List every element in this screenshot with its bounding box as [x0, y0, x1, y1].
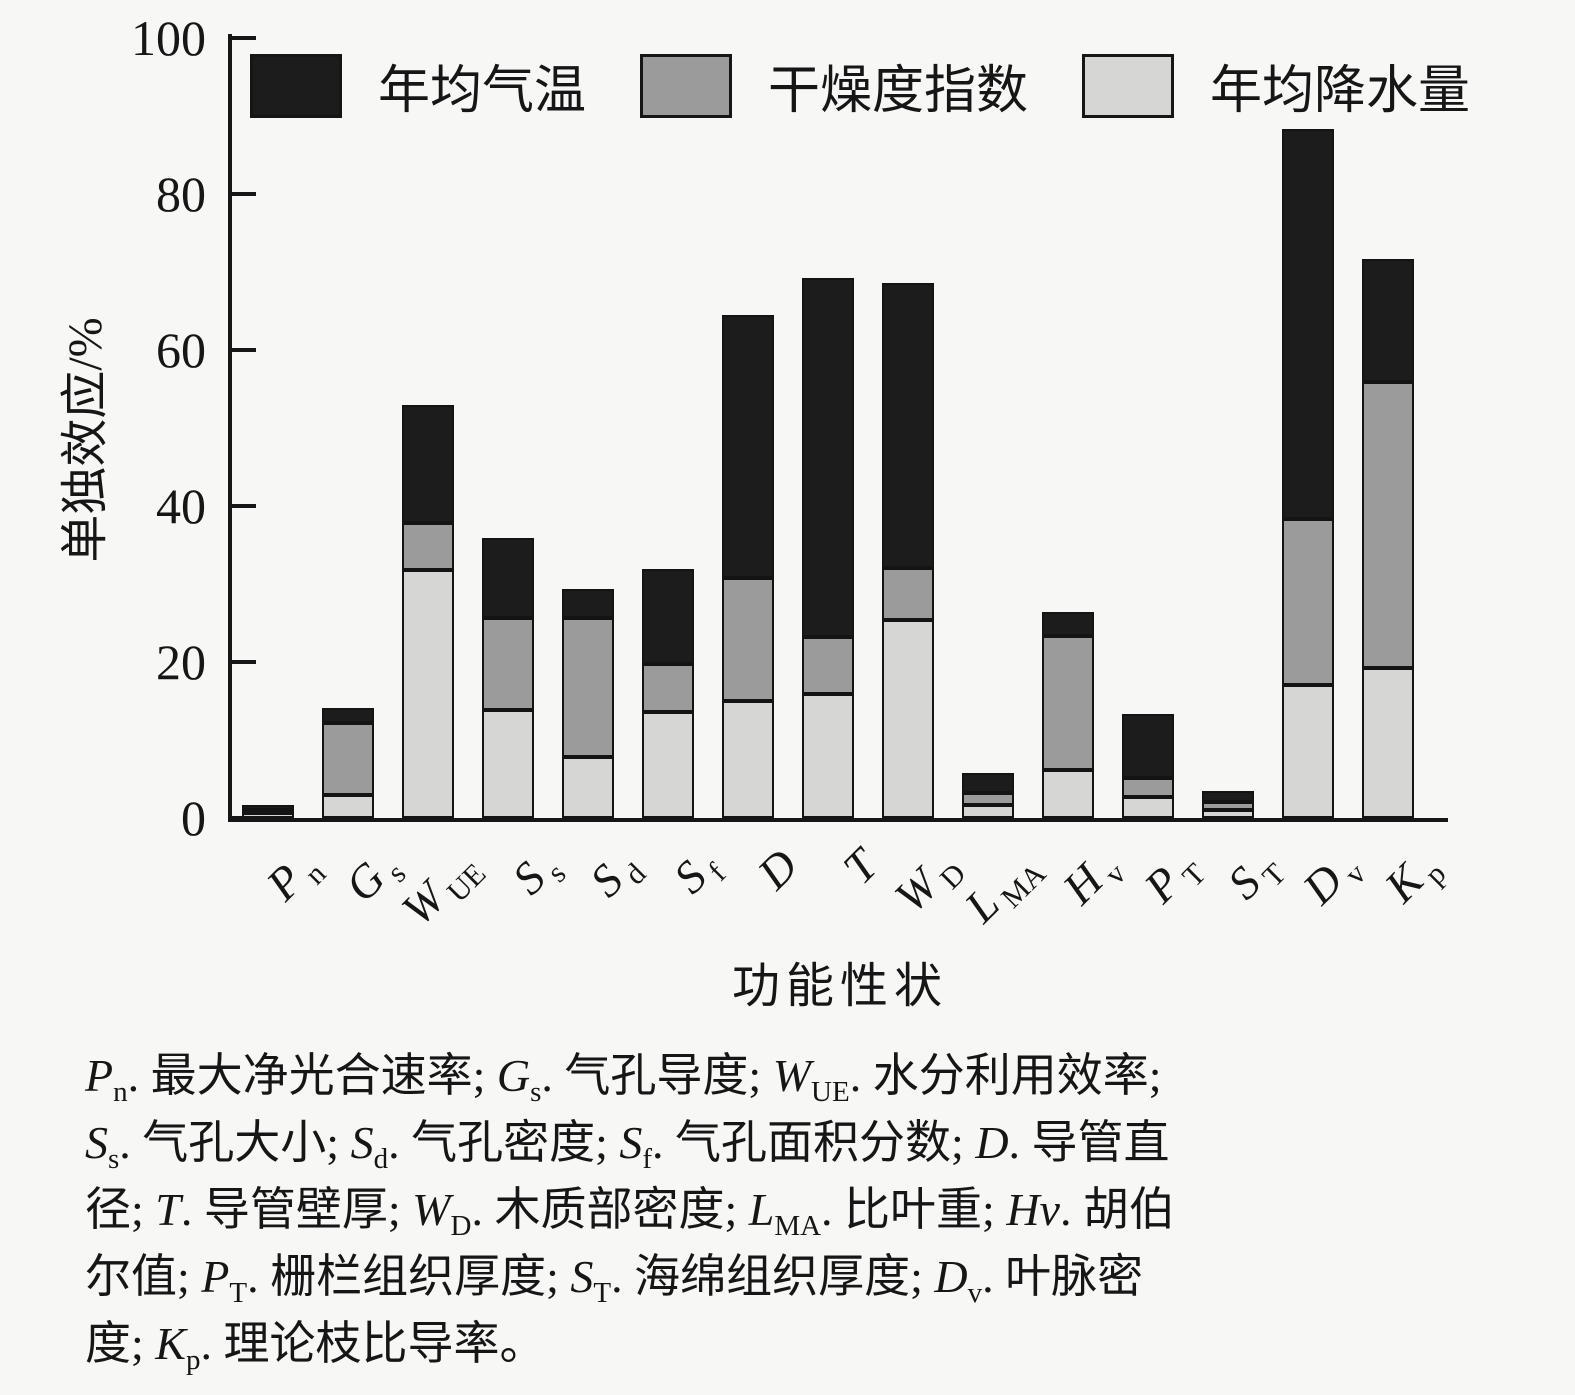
y-tick-label-100: 100	[131, 10, 206, 66]
bar-T-年均气温	[802, 278, 854, 637]
bar-Gs-干燥度指数	[322, 722, 374, 796]
bar-Dv-干燥度指数	[1282, 519, 1334, 685]
bar-LMA-年均气温	[962, 772, 1014, 794]
y-tick-40	[232, 504, 256, 508]
caption-line-1: Pn. 最大净光合速率; Gs. 气孔导度; WUE. 水分利用效率;	[85, 1050, 1162, 1109]
y-tick-100	[232, 36, 256, 40]
y-tick-20	[232, 660, 256, 664]
legend-item-temperature: 年均气温	[250, 48, 586, 123]
bar-Ss-年均气温	[482, 538, 534, 619]
legend-swatch-precipitation	[1082, 53, 1175, 118]
bar-WUE-年均气温	[402, 404, 454, 524]
bar-PT-年均降水量	[1122, 796, 1174, 818]
bar-Sd-年均降水量	[562, 757, 614, 818]
bar-T-年均降水量	[802, 694, 854, 818]
legend-label-aridity: 干燥度指数	[768, 63, 1029, 120]
y-tick-80	[232, 192, 256, 196]
bar-Gs-年均气温	[322, 708, 374, 723]
caption-line-3: 径; T. 导管壁厚; WD. 木质部密度; LMA. 比叶重; Hv. 胡伯	[85, 1184, 1175, 1243]
legend-item-precipitation: 年均降水量	[1082, 48, 1470, 123]
bar-Hv-年均降水量	[1042, 769, 1094, 818]
y-axis-spine	[228, 34, 232, 822]
x-axis-spine	[228, 818, 1448, 822]
bar-Ss-年均降水量	[482, 710, 534, 818]
bar-Hv-年均气温	[1042, 612, 1094, 637]
y-tick-0	[232, 816, 256, 820]
caption-line-4: 尔值; PT. 栅栏组织厚度; ST. 海绵组织厚度; Dv. 叶脉密	[85, 1251, 1144, 1310]
y-axis-title: 单独效应/%	[59, 317, 112, 563]
bar-D-年均降水量	[722, 701, 774, 818]
bar-ST-干燥度指数	[1202, 802, 1254, 811]
y-tick-label-40: 40	[156, 478, 206, 534]
bar-WD-年均降水量	[882, 619, 934, 818]
bar-Pn-年均降水量	[242, 813, 294, 818]
bar-Sd-干燥度指数	[562, 617, 614, 758]
legend-label-temperature: 年均气温	[378, 63, 587, 120]
bar-ST-年均气温	[1202, 790, 1254, 803]
bar-Kp-年均气温	[1362, 258, 1414, 382]
legend-item-aridity: 干燥度指数	[640, 48, 1028, 123]
y-tick-label-20: 20	[156, 634, 206, 690]
bar-T-干燥度指数	[802, 637, 854, 694]
caption: Pn. 最大净光合速率; Gs. 气孔导度; WUE. 水分利用效率; Ss. 气…	[85, 1042, 1515, 1377]
caption-line-5: 度; Kp. 理论枝比导率。	[85, 1318, 546, 1377]
legend-swatch-aridity	[640, 53, 733, 118]
bar-WUE-年均降水量	[402, 570, 454, 818]
y-tick-label-60: 60	[156, 322, 206, 378]
legend-swatch-temperature	[250, 53, 342, 118]
bar-Pn-年均气温	[242, 804, 294, 811]
bar-Sf-年均气温	[642, 569, 694, 665]
bar-Dv-年均气温	[1282, 129, 1334, 520]
bar-Gs-年均降水量	[322, 795, 374, 818]
bar-D-干燥度指数	[722, 577, 774, 701]
legend-label-precipitation: 年均降水量	[1210, 63, 1471, 120]
bar-WUE-干燥度指数	[402, 523, 454, 570]
bar-PT-干燥度指数	[1122, 778, 1174, 797]
bar-Ss-干燥度指数	[482, 618, 534, 711]
bar-D-年均气温	[722, 314, 774, 578]
legend: 年均气温 干燥度指数 年均降水量	[250, 48, 1470, 123]
x-axis-title: 功能性状	[731, 960, 948, 1013]
y-tick-label-80: 80	[156, 166, 206, 222]
bar-Hv-干燥度指数	[1042, 636, 1094, 770]
bar-LMA-年均降水量	[962, 804, 1014, 818]
bar-LMA-干燥度指数	[962, 793, 1014, 805]
caption-line-2: Ss. 气孔大小; Sd. 气孔密度; Sf. 气孔面积分数; D. 导管直	[85, 1117, 1170, 1176]
y-tick-label-0: 0	[181, 790, 206, 846]
bar-Kp-年均降水量	[1362, 668, 1414, 818]
bar-Kp-干燥度指数	[1362, 382, 1414, 669]
bar-Sd-年均气温	[562, 588, 614, 618]
bar-ST-年均降水量	[1202, 810, 1254, 818]
bar-WD-年均气温	[882, 282, 934, 568]
bar-Pn-干燥度指数	[242, 810, 294, 815]
bar-Sf-年均降水量	[642, 711, 694, 818]
bar-Dv-年均降水量	[1282, 684, 1334, 818]
y-tick-60	[232, 348, 256, 352]
bar-PT-年均气温	[1122, 714, 1174, 779]
bar-Sf-干燥度指数	[642, 664, 694, 712]
bar-WD-干燥度指数	[882, 567, 934, 620]
